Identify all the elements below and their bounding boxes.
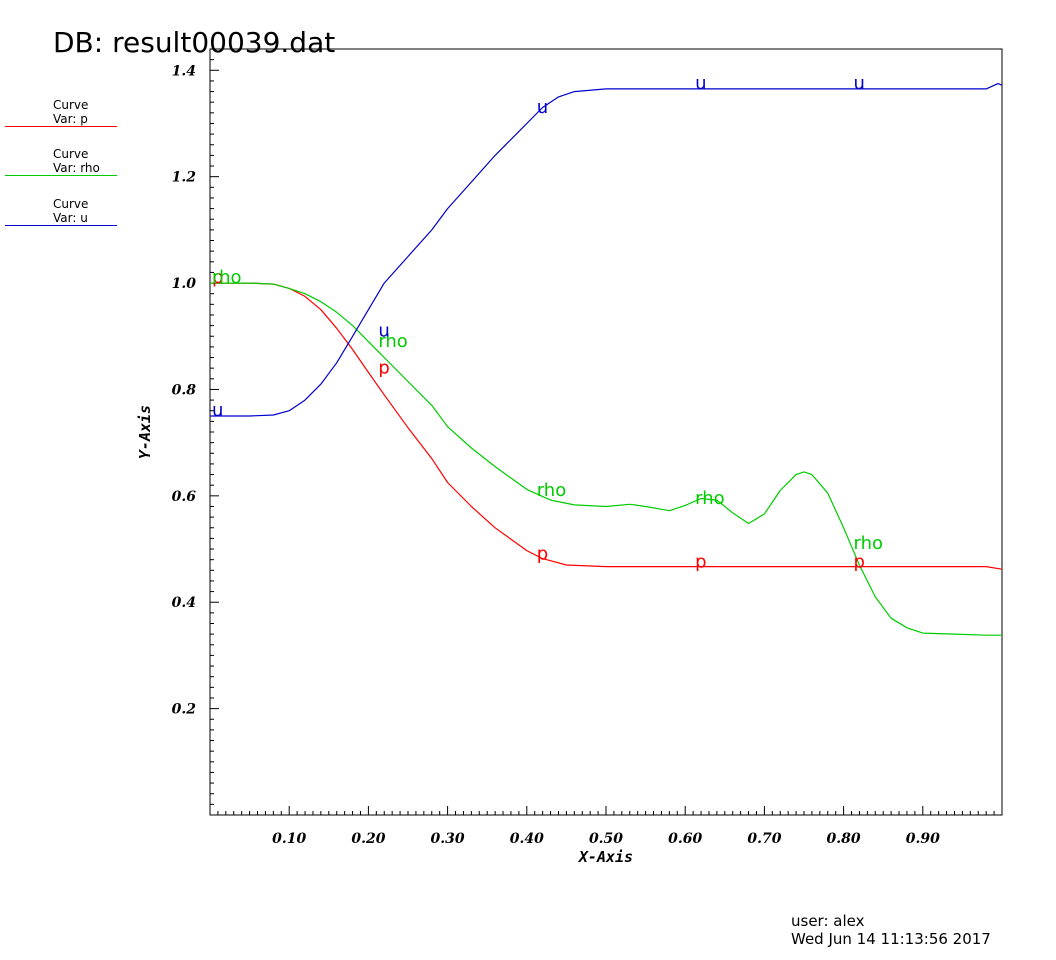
legend-label-line1: Curve <box>53 147 89 161</box>
curve-label-rho: rho <box>695 488 725 509</box>
chart-title: DB: result00039.dat <box>53 26 336 59</box>
x-ticks: 0.10 0.20 0.30 0.40 0.50 0.60 0.70 0.80 0.90 <box>209 806 1003 847</box>
x-tick-label: 0.10 <box>272 831 306 847</box>
curve-label-u: u <box>695 73 706 94</box>
legend-swatch-p <box>5 126 117 127</box>
legend-label-line1: Curve <box>53 98 89 112</box>
curve-label-p: p <box>695 552 706 573</box>
x-tick-label: 0.40 <box>510 831 544 847</box>
y-tick-label: 1.0 <box>172 276 197 292</box>
legend-label-line1: Curve <box>53 197 89 211</box>
curve-label-p: p <box>854 552 865 573</box>
curve-label-u: u <box>378 320 389 341</box>
y-tick-label: 1.2 <box>172 170 197 186</box>
curve-label-u: u <box>537 97 548 118</box>
legend-entry-u: Curve Var: u <box>5 197 117 226</box>
curve-label-u: u <box>212 400 223 421</box>
legend-entry-p: Curve Var: p <box>5 98 117 127</box>
y-tick-label: 0.8 <box>172 382 197 398</box>
footer-user: user: alex <box>791 912 865 930</box>
footer: user: alex Wed Jun 14 11:13:56 2017 <box>791 912 991 948</box>
x-tick-label: 0.90 <box>906 831 940 847</box>
y-axis-title: Y-Axis <box>136 405 154 459</box>
y-tick-label: 0.2 <box>172 702 197 718</box>
x-tick-label: 0.50 <box>589 831 623 847</box>
legend-label-line2: Var: p <box>53 112 88 126</box>
plot-frame <box>209 48 1003 816</box>
legend-label-line2: Var: rho <box>53 161 100 175</box>
footer-date: Wed Jun 14 11:13:56 2017 <box>791 930 991 948</box>
x-tick-label: 0.80 <box>827 831 861 847</box>
y-tick-label: 0.4 <box>172 595 196 611</box>
x-axis-title: X-Axis <box>577 848 633 866</box>
x-tick-label: 0.30 <box>431 831 465 847</box>
legend-swatch-rho <box>5 175 117 176</box>
curve-label-u: u <box>854 73 865 94</box>
series-line-rho <box>210 282 1002 636</box>
curve-label-p: p <box>378 357 389 378</box>
curve-label-rho: rho <box>212 267 242 288</box>
curve-label-rho: rho <box>378 331 408 352</box>
curve-label-p: p <box>212 267 223 288</box>
series-line-u <box>210 82 1003 417</box>
legend-label-line2: Var: u <box>53 211 88 225</box>
curve-label-rho: rho <box>854 533 884 554</box>
y-tick-label: 1.4 <box>172 63 196 79</box>
series-line-p <box>210 282 1003 570</box>
x-tick-label: 0.70 <box>747 831 781 847</box>
y-tick-label: 0.6 <box>172 489 197 505</box>
x-tick-label: 0.20 <box>351 831 385 847</box>
curves <box>210 82 1003 636</box>
legend-swatch-u <box>5 225 117 226</box>
legend-entry-rho: Curve Var: rho <box>5 147 117 176</box>
x-tick-label: 0.60 <box>668 831 702 847</box>
curve-label-p: p <box>537 544 548 565</box>
y-ticks: 0.2 0.4 0.6 0.8 1.0 1.2 1.4 <box>172 48 219 805</box>
curve-label-rho: rho <box>537 480 567 501</box>
